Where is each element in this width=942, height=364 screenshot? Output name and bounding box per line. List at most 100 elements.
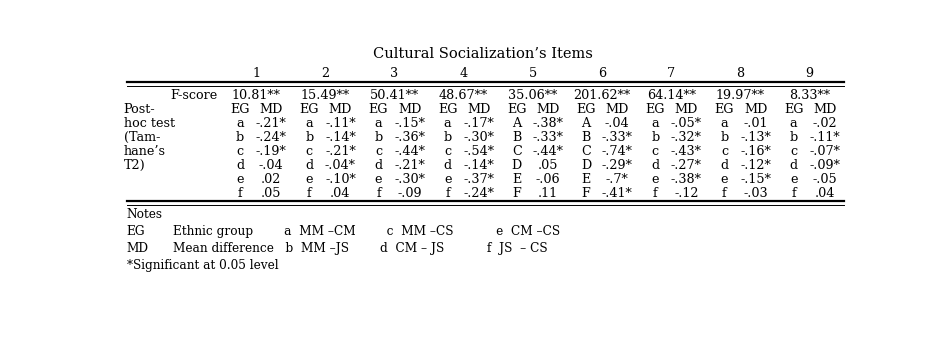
Text: .04: .04	[331, 187, 350, 200]
Text: -.05*: -.05*	[671, 117, 702, 130]
Text: 9: 9	[805, 67, 814, 80]
Text: -.29*: -.29*	[602, 159, 633, 172]
Text: e: e	[444, 173, 451, 186]
Text: .05: .05	[538, 159, 559, 172]
Text: -.7*: -.7*	[606, 173, 628, 186]
Text: EG: EG	[300, 103, 319, 116]
Text: e: e	[790, 173, 797, 186]
Text: EG: EG	[231, 103, 250, 116]
Text: -.38*: -.38*	[532, 117, 563, 130]
Text: f: f	[653, 187, 658, 200]
Text: hoc test: hoc test	[123, 117, 174, 130]
Text: -.74*: -.74*	[602, 145, 633, 158]
Text: EG: EG	[784, 103, 804, 116]
Text: c: c	[236, 145, 244, 158]
Text: T2): T2)	[123, 159, 145, 172]
Text: d: d	[651, 159, 659, 172]
Text: -.41*: -.41*	[602, 187, 633, 200]
Text: d: d	[444, 159, 452, 172]
Text: Notes: Notes	[126, 208, 163, 221]
Text: 10.81**: 10.81**	[232, 89, 281, 102]
Text: b: b	[789, 131, 798, 144]
Text: EG: EG	[507, 103, 527, 116]
Text: 201.62**: 201.62**	[574, 89, 630, 102]
Text: -.15*: -.15*	[394, 117, 425, 130]
Text: -.05: -.05	[812, 173, 837, 186]
Text: a: a	[721, 117, 728, 130]
Text: 50.41**: 50.41**	[370, 89, 419, 102]
Text: d: d	[721, 159, 728, 172]
Text: a: a	[652, 117, 659, 130]
Text: d: d	[789, 159, 798, 172]
Text: 8.33**: 8.33**	[789, 89, 830, 102]
Text: MD: MD	[467, 103, 491, 116]
Text: .02: .02	[261, 173, 282, 186]
Text: b: b	[721, 131, 728, 144]
Text: MD: MD	[744, 103, 768, 116]
Text: C: C	[581, 145, 591, 158]
Text: -.44*: -.44*	[532, 145, 563, 158]
Text: -.10*: -.10*	[325, 173, 356, 186]
Text: .05: .05	[261, 187, 282, 200]
Text: D: D	[512, 159, 522, 172]
Text: -.21*: -.21*	[395, 159, 425, 172]
Text: -.04*: -.04*	[325, 159, 356, 172]
Text: b: b	[374, 131, 382, 144]
Text: -.14*: -.14*	[463, 159, 495, 172]
Text: a: a	[305, 117, 313, 130]
Text: EG: EG	[645, 103, 665, 116]
Text: d: d	[236, 159, 244, 172]
Text: e: e	[305, 173, 313, 186]
Text: EG: EG	[715, 103, 734, 116]
Text: a: a	[444, 117, 451, 130]
Text: c: c	[790, 145, 797, 158]
Text: hane’s: hane’s	[123, 145, 166, 158]
Text: a: a	[789, 117, 798, 130]
Text: -.15*: -.15*	[740, 173, 771, 186]
Text: -.04: -.04	[605, 117, 629, 130]
Text: EG: EG	[126, 225, 145, 238]
Text: a: a	[375, 117, 382, 130]
Text: -.09*: -.09*	[809, 159, 840, 172]
Text: f: f	[376, 187, 381, 200]
Text: A: A	[581, 117, 591, 130]
Text: f: f	[791, 187, 796, 200]
Text: MD: MD	[674, 103, 698, 116]
Text: -.43*: -.43*	[671, 145, 702, 158]
Text: Mean difference   b  MM –JS        d  CM – JS           f  JS  – CS: Mean difference b MM –JS d CM – JS f JS …	[172, 242, 547, 255]
Text: -.38*: -.38*	[671, 173, 702, 186]
Text: EG: EG	[368, 103, 388, 116]
Text: MD: MD	[398, 103, 421, 116]
Text: MD: MD	[260, 103, 283, 116]
Text: e: e	[652, 173, 659, 186]
Text: -.14*: -.14*	[325, 131, 356, 144]
Text: -.54*: -.54*	[463, 145, 495, 158]
Text: (Tam-: (Tam-	[123, 131, 160, 144]
Text: -.02: -.02	[812, 117, 837, 130]
Text: F: F	[582, 187, 591, 200]
Text: c: c	[721, 145, 728, 158]
Text: -.17*: -.17*	[463, 117, 495, 130]
Text: -.04: -.04	[259, 159, 284, 172]
Text: MD: MD	[329, 103, 352, 116]
Text: -.03: -.03	[743, 187, 768, 200]
Text: -.16*: -.16*	[740, 145, 771, 158]
Text: c: c	[652, 145, 658, 158]
Text: E: E	[581, 173, 591, 186]
Text: B: B	[512, 131, 522, 144]
Text: MD: MD	[606, 103, 629, 116]
Text: 35.06**: 35.06**	[508, 89, 558, 102]
Text: F-score: F-score	[171, 89, 218, 102]
Text: -.11*: -.11*	[325, 117, 356, 130]
Text: -.36*: -.36*	[394, 131, 425, 144]
Text: 1: 1	[252, 67, 260, 80]
Text: -.21*: -.21*	[256, 117, 286, 130]
Text: c: c	[444, 145, 451, 158]
Text: EG: EG	[577, 103, 595, 116]
Text: d: d	[374, 159, 382, 172]
Text: 19.97**: 19.97**	[716, 89, 765, 102]
Text: f: f	[307, 187, 312, 200]
Text: Post-: Post-	[123, 103, 155, 116]
Text: D: D	[581, 159, 592, 172]
Text: C: C	[512, 145, 522, 158]
